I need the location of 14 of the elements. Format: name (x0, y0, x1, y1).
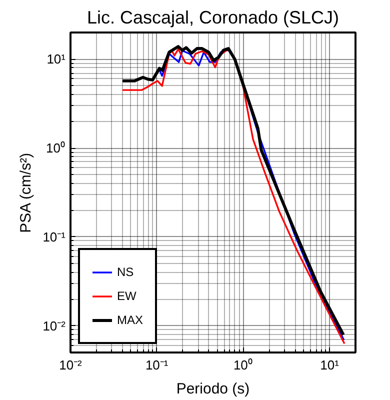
legend-label: NS (117, 265, 135, 279)
legend-label: EW (117, 289, 137, 303)
x-tick-label: 10⁻² (59, 358, 83, 372)
y-axis-title: PSA (cm/s²) (18, 152, 35, 233)
y-tick-label: 10¹ (46, 52, 66, 67)
chart-title: Lic. Cascajal, Coronado (SLCJ) (86, 8, 340, 28)
x-tick-label: 10¹ (320, 358, 340, 372)
legend-label: MAX (117, 313, 144, 327)
y-tick-label: 10⁻¹ (42, 229, 66, 244)
x-tick-label: 10⁰ (233, 358, 253, 372)
y-tick-label: 10⁰ (46, 140, 66, 156)
x-tick-label: 10⁻¹ (145, 358, 169, 372)
y-tick-label: 10⁻² (42, 318, 66, 334)
x-axis-title: Periodo (s) (176, 380, 250, 398)
